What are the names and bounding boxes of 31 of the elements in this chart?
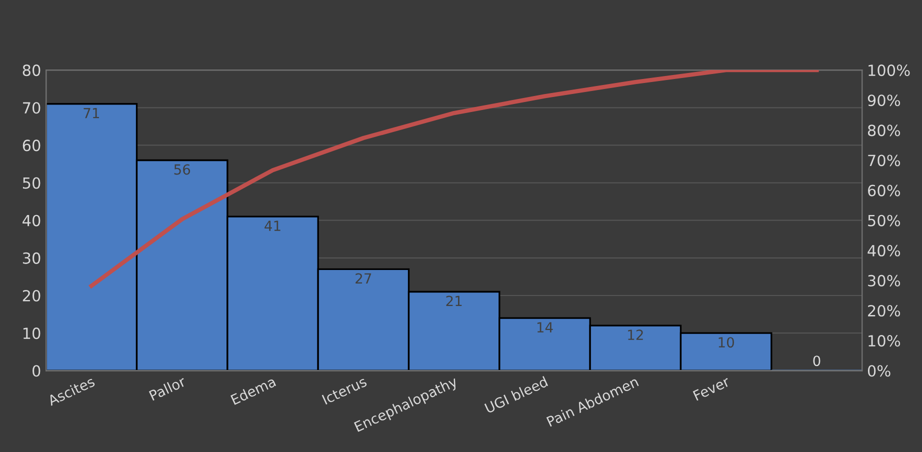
data-label: 0	[813, 356, 820, 366]
y2-tick-label: 90%	[868, 94, 900, 106]
y2-tick-label: 30%	[868, 274, 900, 286]
data-label: 12	[628, 330, 643, 340]
data-label: 14	[537, 322, 553, 332]
y-tick-label: 40	[22, 214, 40, 226]
y2-tick-label: 10%	[868, 335, 900, 347]
y-tick-label: 30	[22, 252, 40, 264]
data-label: 56	[174, 164, 190, 175]
y-tick-label: 20	[22, 290, 40, 302]
y2-tick-label: 100%	[868, 64, 910, 76]
x-tick-label: Pallor	[148, 376, 187, 401]
y-tick-label: 70	[23, 102, 40, 114]
y2-tick-label: 80%	[868, 124, 900, 136]
y2-tick-label: 20%	[868, 304, 900, 317]
data-label: 71	[84, 108, 99, 118]
y-tick-label: 80	[22, 64, 40, 76]
y2-tick-label: 60%	[868, 184, 900, 196]
y-tick-label: 10	[23, 328, 40, 340]
y2-tick-label: 70%	[868, 154, 900, 166]
data-label: 41	[264, 220, 280, 231]
y2-tick-label: 0%	[868, 365, 890, 377]
y2-tick-label: 40%	[868, 244, 900, 256]
x-tick-label: Fever	[692, 376, 731, 401]
data-label: 21	[446, 296, 462, 306]
y2-tick-label: 50%	[868, 214, 900, 226]
y-tick-label: 0	[32, 365, 40, 377]
y-tick-label: 60	[22, 140, 40, 152]
data-label: 10	[718, 337, 734, 348]
y-tick-label: 50	[22, 177, 40, 189]
data-label: 27	[356, 273, 372, 284]
